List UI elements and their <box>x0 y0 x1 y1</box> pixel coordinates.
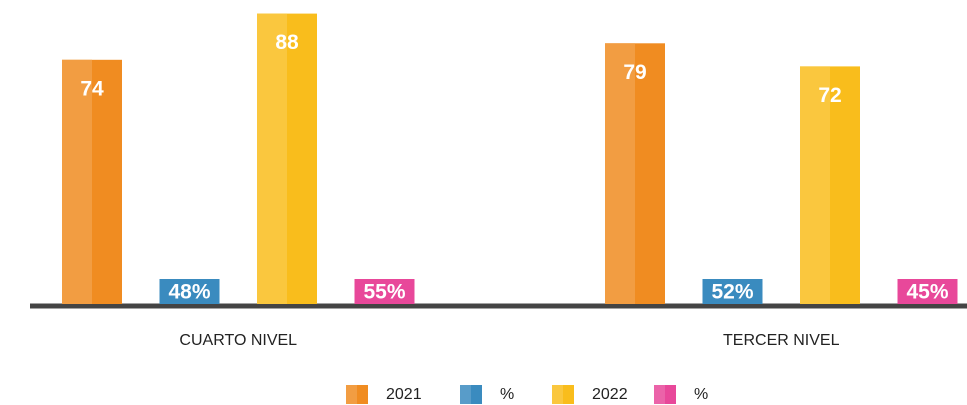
value-label: 45% <box>906 281 948 304</box>
percent-box-bg <box>354 279 415 304</box>
value-label: 55% <box>363 281 405 304</box>
value-label: 48% <box>168 281 210 304</box>
percent-box-bg <box>702 279 763 304</box>
value-label: 79 <box>623 61 646 84</box>
legend-label: 2021 <box>386 386 422 403</box>
bar-highlight <box>62 59 92 304</box>
x-tick-label: TERCER NIVEL <box>723 332 840 349</box>
value-label: 52% <box>711 281 753 304</box>
value-label: 88 <box>275 31 299 54</box>
value-label: 72 <box>818 84 841 107</box>
percent-box-bg <box>897 279 958 304</box>
legend-label: % <box>500 386 514 403</box>
percent-box <box>159 279 220 304</box>
legend-swatch-highlight <box>460 385 471 404</box>
percent-box <box>354 279 415 304</box>
bar-highlight <box>800 66 830 305</box>
legend-label: 2022 <box>592 386 628 403</box>
bar-highlight <box>257 13 287 304</box>
bar-highlight <box>605 43 635 305</box>
percent-box-bg <box>159 279 220 304</box>
percent-box <box>702 279 763 304</box>
legend-label: % <box>694 386 708 403</box>
x-tick-label: CUARTO NIVEL <box>179 332 297 349</box>
percent-box <box>897 279 958 304</box>
legend-swatch-highlight <box>346 385 357 404</box>
legend-swatch-highlight <box>654 385 665 404</box>
value-label: 74 <box>80 77 104 100</box>
legend-swatch-highlight <box>552 385 563 404</box>
